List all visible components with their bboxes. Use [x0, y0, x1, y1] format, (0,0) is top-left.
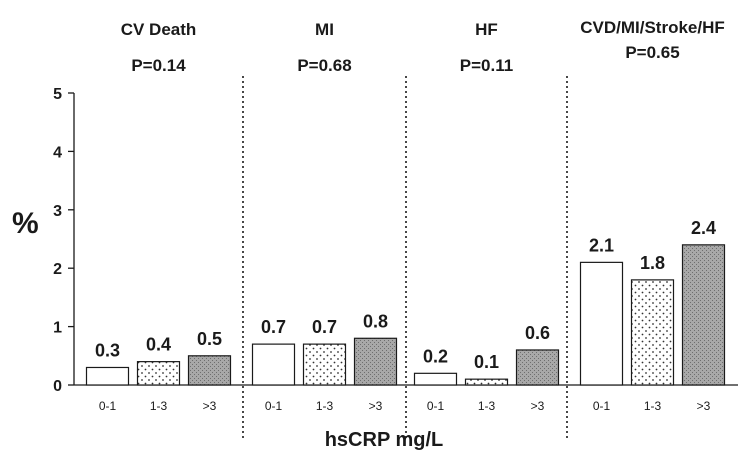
- data-label: 0.6: [525, 323, 550, 343]
- panel-title: MI: [315, 20, 334, 39]
- axes: 0 1 2 3 4 5: [53, 76, 738, 440]
- panel-title: CVD/MI/Stroke/HF: [580, 18, 725, 37]
- x-tick-label: >3: [369, 399, 383, 413]
- y-tick-label: 0: [53, 378, 62, 395]
- bar-1-3: [630, 279, 675, 386]
- bar-1-3: [136, 361, 181, 386]
- data-label: 0.7: [261, 317, 286, 337]
- data-label: 1.8: [640, 253, 665, 273]
- panel-1: CV Death P=0.14 0.3 0-1 0.4 1-3 0.5 >3: [85, 20, 232, 413]
- x-tick-label: >3: [531, 399, 545, 413]
- panel-title: CV Death: [121, 20, 197, 39]
- panel-4: CVD/MI/Stroke/HF P=0.65 2.1 0-1 1.8 1-3 2.4 >3: [579, 18, 726, 413]
- data-label: 0.7: [312, 317, 337, 337]
- data-label: 0.5: [197, 329, 222, 349]
- x-tick-label: 1-3: [150, 399, 168, 413]
- bar-gt3: [515, 349, 560, 386]
- bar-gt3: [353, 337, 398, 386]
- x-tick-label: 0-1: [593, 399, 611, 413]
- y-tick-label: 3: [53, 203, 62, 220]
- x-tick-label: 0-1: [99, 399, 117, 413]
- x-tick-label: 0-1: [427, 399, 445, 413]
- data-label: 2.1: [589, 235, 614, 255]
- y-tick-label: 5: [53, 86, 62, 103]
- bar-0-1: [579, 261, 624, 386]
- bar-gt3: [187, 355, 232, 386]
- data-label: 0.8: [363, 311, 388, 331]
- bar-0-1: [413, 372, 458, 386]
- data-label: 0.4: [146, 335, 171, 355]
- y-tick-label: 2: [53, 261, 62, 278]
- p-value-label: P=0.65: [625, 43, 679, 62]
- bar-gt3: [681, 244, 726, 386]
- p-value-label: P=0.14: [131, 56, 186, 75]
- x-tick-label: 1-3: [478, 399, 496, 413]
- x-tick-label: >3: [203, 399, 217, 413]
- bar-1-3: [464, 378, 509, 386]
- panel-3: HF P=0.11 0.2 0-1 0.1 1-3 0.6 >3: [413, 20, 560, 413]
- p-value-label: P=0.68: [297, 56, 351, 75]
- data-label: 0.1: [474, 352, 499, 372]
- x-tick-label: 1-3: [316, 399, 334, 413]
- p-value-label: P=0.11: [460, 56, 513, 75]
- y-axis-label: %: [12, 207, 39, 240]
- data-label: 0.2: [423, 346, 448, 366]
- data-label: 2.4: [691, 218, 716, 238]
- y-tick-label: 4: [53, 144, 62, 161]
- bar-1-3: [302, 343, 347, 386]
- panel-2: MI P=0.68 0.7 0-1 0.7 1-3 0.8 >3: [251, 20, 398, 413]
- data-label: 0.3: [95, 340, 120, 360]
- x-tick-label: 0-1: [265, 399, 283, 413]
- panel-title: HF: [475, 20, 498, 39]
- bar-0-1: [251, 343, 296, 386]
- y-tick-label: 1: [53, 320, 62, 337]
- x-axis-label: hsCRP mg/L: [325, 429, 444, 451]
- x-tick-label: >3: [697, 399, 711, 413]
- bar-0-1: [85, 366, 130, 386]
- x-tick-label: 1-3: [644, 399, 662, 413]
- panels: CV Death P=0.14 0.3 0-1 0.4 1-3 0.5 >3 MI P=0.68 0…: [85, 18, 726, 413]
